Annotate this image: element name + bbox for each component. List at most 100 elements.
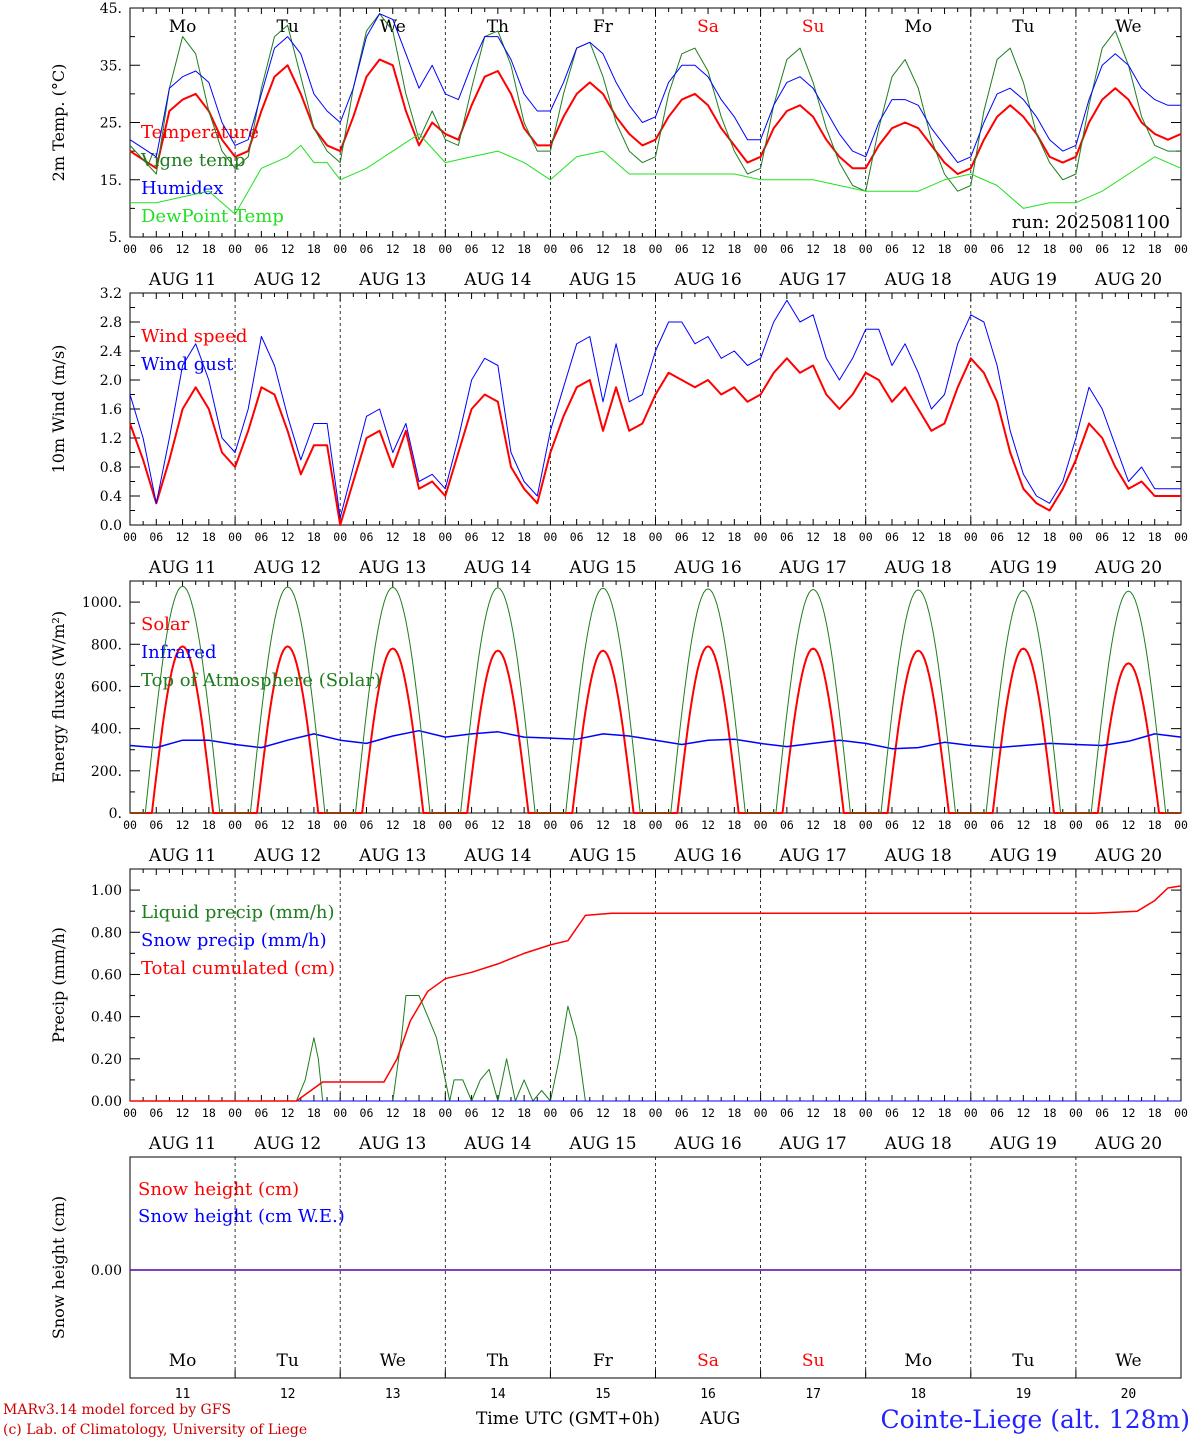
legend-entry: Wind gust (141, 354, 234, 375)
hour-label: 00 (333, 530, 347, 544)
x-axis-title: Time UTC (GMT+0h) (476, 1409, 660, 1429)
hour-label: 12 (701, 818, 715, 832)
hour-label: 00 (228, 242, 242, 256)
hour-label: 18 (727, 530, 741, 544)
day-number: 12 (280, 1387, 296, 1402)
legend-entry: Temperature (141, 122, 259, 143)
series-line-3 (130, 885, 1182, 1102)
hour-label: 12 (386, 1106, 400, 1120)
y-tick-label: 0.8 (100, 460, 122, 476)
hour-label: 18 (1043, 530, 1057, 544)
weekday-label: Tu (1012, 17, 1034, 37)
hour-label: 00 (333, 242, 347, 256)
date-label: AUG 14 (463, 270, 531, 290)
hour-label: 00 (438, 1106, 452, 1120)
hour-label: 12 (806, 1106, 820, 1120)
hour-label: 06 (465, 242, 479, 256)
hour-label: 18 (517, 242, 531, 256)
hour-label: 18 (412, 1106, 426, 1120)
hour-label: 06 (990, 242, 1004, 256)
legend-entry: Top of Atmosphere (Solar) (141, 670, 381, 691)
y-tick-label: 0.60 (91, 967, 122, 983)
hour-label: 00 (754, 818, 768, 832)
hour-label: 18 (412, 530, 426, 544)
series-line-2 (129, 13, 1181, 192)
hour-label: 06 (885, 242, 899, 256)
legend-entry: Snow height (cm W.E.) (138, 1206, 345, 1227)
hour-label: 18 (202, 818, 216, 832)
hour-label: 12 (386, 818, 400, 832)
date-label: AUG 13 (358, 270, 426, 290)
hour-label: 12 (491, 242, 505, 256)
hour-label: 06 (675, 818, 689, 832)
weekday-label: Mo (904, 1351, 932, 1371)
date-label: AUG 15 (568, 846, 636, 866)
legend-entry: Snow precip (mm/h) (141, 930, 327, 951)
hour-label: 06 (780, 530, 794, 544)
y-tick-label: 2.8 (100, 315, 122, 331)
hour-label: 18 (832, 242, 846, 256)
y-tick-label: 2.0 (100, 373, 122, 389)
hour-label: 00 (964, 1106, 978, 1120)
y-axis-title: 10m Wind (m/s) (49, 345, 68, 474)
date-label: AUG 14 (463, 1134, 531, 1154)
hour-label: 00 (649, 818, 663, 832)
hour-label: 18 (307, 530, 321, 544)
hour-label: 06 (254, 1106, 268, 1120)
weekday-label: Sa (697, 17, 719, 37)
day-number: 11 (175, 1387, 191, 1402)
y-tick-label: 1.6 (100, 402, 122, 418)
hour-label: 18 (1043, 242, 1057, 256)
hour-label: 12 (491, 530, 505, 544)
hour-label: 12 (281, 1106, 295, 1120)
hour-label: 00 (1069, 242, 1083, 256)
date-label: AUG 18 (884, 846, 952, 866)
hour-label: 12 (1122, 818, 1136, 832)
hour-label: 00 (1069, 1106, 1083, 1120)
hour-label: 12 (491, 1106, 505, 1120)
date-label: AUG 12 (253, 1134, 321, 1154)
y-axis-title: Energy fluxes (W/m²) (49, 611, 68, 783)
hour-label: 18 (1148, 530, 1162, 544)
panel-1: 5. 15. 25. 35. 45. 2m Temp. (°C) 00 06 12 18 00 06 1… (49, 1, 1188, 290)
hour-label: 00 (754, 1106, 768, 1120)
hour-label: 06 (149, 530, 163, 544)
hour-label: 06 (1095, 1106, 1109, 1120)
y-tick-label: 45. (100, 1, 122, 17)
weekday-label: Mo (169, 1351, 197, 1371)
date-label: AUG 17 (779, 270, 847, 290)
legend-entry: Solar (141, 614, 190, 635)
y-tick-label: 1000. (82, 595, 122, 611)
hour-label: 06 (1095, 818, 1109, 832)
hour-label: 12 (1016, 242, 1030, 256)
y-axis-title: 2m Temp. (°C) (49, 64, 68, 182)
hour-label: 00 (649, 242, 663, 256)
hour-label: 00 (1174, 530, 1188, 544)
y-tick-label: 1.00 (91, 883, 122, 899)
hour-label: 18 (517, 1106, 531, 1120)
hour-label: 00 (1174, 1106, 1188, 1120)
hour-label: 06 (149, 242, 163, 256)
hour-label: 12 (911, 818, 925, 832)
hour-label: 12 (701, 242, 715, 256)
legend-entry: Liquid precip (mm/h) (141, 902, 335, 923)
hour-label: 12 (596, 818, 610, 832)
hour-label: 18 (727, 1106, 741, 1120)
weekday-label: Su (802, 17, 825, 37)
date-label: AUG 20 (1094, 846, 1162, 866)
hour-label: 00 (1174, 818, 1188, 832)
hour-label: 12 (911, 1106, 925, 1120)
date-label: AUG 18 (884, 558, 952, 578)
hour-label: 06 (885, 530, 899, 544)
date-label: AUG 16 (673, 558, 741, 578)
date-label: AUG 19 (989, 558, 1057, 578)
hour-label: 18 (202, 1106, 216, 1120)
hour-label: 00 (859, 818, 873, 832)
series-line-2 (129, 299, 1181, 519)
panel-3: 0. 200. 400. 600. 800. 1000. Energy fluxes (W/… (49, 580, 1188, 866)
legend-entry: Snow height (cm) (138, 1179, 299, 1200)
day-number: 14 (490, 1387, 506, 1402)
y-axis-title: Precip (mm/h) (49, 927, 68, 1043)
series-line-3 (130, 585, 1181, 814)
weekday-label: We (1115, 1351, 1141, 1371)
